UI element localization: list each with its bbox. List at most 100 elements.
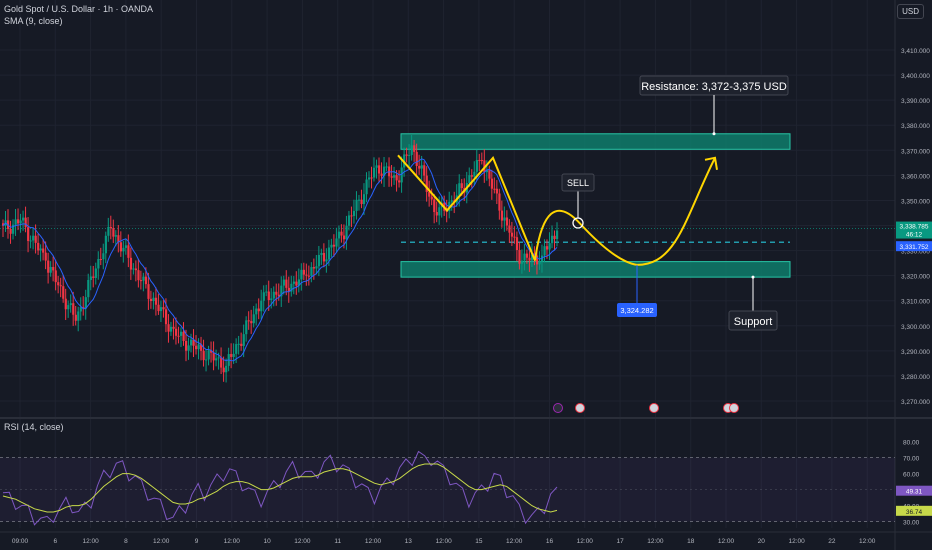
candle-body (129, 257, 133, 270)
candle-body (87, 279, 90, 298)
candle-body (272, 291, 275, 299)
candle-body (222, 367, 225, 373)
candle-body (418, 165, 421, 169)
candle-body (202, 350, 205, 361)
candle-body (117, 235, 120, 243)
candle-body (378, 165, 381, 174)
candle-body (480, 160, 483, 162)
candle-body (352, 210, 356, 216)
price-tick-label: 3,360.000 (901, 173, 930, 180)
candle-body (190, 339, 193, 346)
candle-body (493, 188, 496, 190)
candle-body (134, 268, 138, 271)
candle-body (257, 308, 260, 312)
candle-body (312, 267, 316, 269)
sma-line (2, 158, 558, 362)
candle-body (172, 326, 175, 329)
candle-body (388, 166, 391, 177)
candle-body (327, 247, 331, 260)
candle-body (119, 242, 123, 252)
candle-body (154, 297, 158, 305)
candle-body (122, 247, 125, 252)
candle-body (518, 250, 521, 264)
price-tick-label: 3,320.000 (901, 274, 930, 281)
candle-body (505, 217, 509, 226)
time-tick-label: 16 (546, 538, 554, 545)
price-tick-label: 3,410.000 (901, 48, 930, 55)
candle-body (12, 224, 15, 234)
candle-body (159, 307, 163, 312)
candle-body (82, 307, 85, 309)
time-tick-label: 12:00 (718, 538, 735, 545)
target-price-tag (617, 303, 657, 317)
candle-body (132, 268, 135, 270)
candle-body (430, 196, 433, 200)
resistance-anchor-dot (712, 132, 716, 136)
candle-body (307, 275, 311, 277)
time-tick-label: 12:00 (365, 538, 382, 545)
candle-body (362, 194, 366, 205)
candle-body (210, 350, 213, 353)
candle-body (320, 252, 323, 255)
resistance-zone (400, 133, 791, 150)
candle-body (230, 354, 233, 357)
symbol-title: Gold Spot / U.S. Dollar · 1h · OANDA (4, 4, 154, 14)
candle-body (495, 188, 499, 194)
time-tick-label: 20 (758, 538, 766, 545)
candle-body (64, 298, 67, 310)
candle-body (423, 165, 426, 176)
sell-label-box (561, 173, 595, 192)
candle-body (94, 268, 97, 278)
candle-body (390, 176, 393, 178)
candle-body (42, 248, 45, 253)
candle-body (420, 165, 423, 169)
candle-body (515, 237, 519, 251)
candle-body (523, 253, 526, 261)
resistance-label: Resistance: 3,372-3,375 USD (641, 81, 787, 93)
price-tick-label: 3,370.000 (901, 148, 930, 155)
candle-body (302, 269, 306, 275)
candle-body (72, 303, 75, 315)
candle-body (52, 266, 55, 271)
candle-body (478, 160, 481, 162)
sma-value-tag (896, 241, 932, 252)
candle-body (44, 252, 47, 261)
candle-body (510, 232, 514, 237)
candle-body (200, 344, 203, 351)
candle-body (139, 280, 143, 282)
candle-body (79, 307, 82, 312)
candle-body (47, 260, 50, 273)
candle-body (375, 165, 378, 168)
candle-body (460, 183, 463, 189)
candle-body (187, 345, 190, 351)
candle-body (97, 259, 100, 269)
price-tick-label: 3,380.000 (901, 123, 930, 130)
candle-body (192, 339, 195, 346)
candle-body (49, 266, 52, 273)
current-price-tag (896, 221, 932, 239)
rsi-tick-label: 60.00 (903, 472, 920, 479)
candle-body (345, 225, 348, 240)
candle-body (525, 253, 529, 258)
candle-body (297, 279, 301, 286)
candle-body (470, 175, 473, 177)
currency-button[interactable]: USD (897, 4, 924, 19)
candle-body (54, 270, 57, 283)
candle-body (360, 199, 363, 205)
price-tick-label: 3,280.000 (901, 374, 930, 381)
time-tick-label: 12:00 (82, 538, 99, 545)
candle-body (267, 291, 270, 301)
candle-body (520, 260, 524, 264)
candle-body (475, 160, 478, 172)
candle-body (179, 331, 183, 336)
candle-body (197, 344, 200, 350)
candle-body (553, 235, 556, 240)
candle-body (530, 254, 534, 261)
candle-body (9, 228, 12, 234)
candle-body (67, 305, 70, 310)
us-flag-icon (729, 403, 739, 413)
projection-arrowhead (704, 156, 718, 170)
candle-body (162, 307, 165, 310)
sma-indicator-label: SMA (9, close) (4, 16, 63, 26)
